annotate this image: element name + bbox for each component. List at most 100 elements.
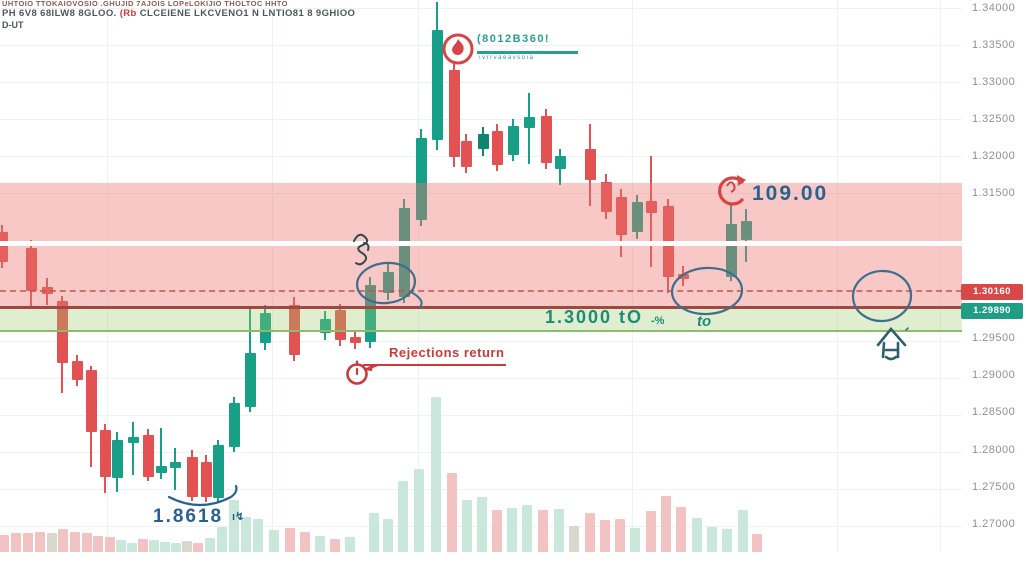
- y-axis-label: 1.32000: [972, 150, 1016, 162]
- candle-wick: [132, 422, 134, 475]
- volume-bar: [58, 529, 68, 552]
- volume-bar: [447, 473, 457, 552]
- volume-bar: [692, 518, 702, 552]
- volume-bar: [752, 534, 762, 552]
- v-gridline: [940, 0, 941, 552]
- candle-body: [128, 437, 139, 443]
- candle-body: [112, 440, 123, 478]
- y-axis-label: 1.29500: [972, 332, 1016, 344]
- volume-bar: [205, 538, 215, 552]
- ellipse-highlight-1: [355, 261, 423, 309]
- candle-body: [646, 201, 657, 213]
- volume-bar: [477, 497, 487, 552]
- volume-bar: [70, 532, 80, 552]
- zone-bottom-line: [0, 306, 962, 309]
- h-gridline: [0, 82, 962, 83]
- volume-bar: [138, 539, 148, 552]
- volume-bar: [492, 510, 502, 552]
- candle-body: [461, 141, 472, 167]
- candle-body: [726, 224, 737, 277]
- candle-body: [143, 435, 154, 477]
- volume-bar: [538, 510, 548, 552]
- volume-bar: [269, 530, 279, 552]
- dashed-resistance-line: [0, 290, 962, 292]
- volume-bar: [315, 536, 325, 552]
- low-price-label: 1.8618: [153, 506, 224, 527]
- volume-bar: [217, 527, 227, 552]
- volume-bar: [253, 519, 263, 552]
- candle-body: [601, 182, 612, 212]
- volume-bar: [82, 533, 92, 552]
- candle-body: [541, 116, 552, 163]
- candle-body: [320, 319, 331, 333]
- candle-body: [678, 274, 689, 279]
- volume-bar: [11, 533, 21, 552]
- candle-body: [478, 134, 489, 149]
- y-axis-label: 1.33000: [972, 76, 1016, 88]
- volume-bar: [35, 532, 45, 552]
- peak-annotation-label: (8012B360!: [477, 33, 551, 45]
- volume-bar: [630, 528, 640, 552]
- support-band-bottom-line: [0, 330, 962, 332]
- volume-bar: [285, 528, 295, 552]
- chart-title-line2: PH 6V8 68ILW8 8GLOO. (Rb CLCEIENE LKCVEN…: [2, 7, 356, 20]
- y-axis-label: 1.34000: [972, 2, 1016, 14]
- candle-wick: [528, 93, 530, 164]
- y-axis-label: 1.31500: [972, 187, 1016, 199]
- h-gridline: [0, 415, 962, 416]
- volume-bar: [722, 529, 732, 552]
- candle-body: [170, 462, 181, 468]
- volume-bar: [414, 469, 424, 552]
- volume-bar: [507, 508, 517, 552]
- h-gridline: [0, 119, 962, 120]
- candle-body: [365, 285, 376, 342]
- volume-bar: [676, 507, 686, 552]
- title-line2-red: (Rb: [119, 7, 137, 19]
- mid-zone-white-line: [0, 241, 962, 246]
- candle-body: [100, 430, 111, 477]
- y-axis-label: 1.33500: [972, 39, 1016, 51]
- scribble-doodle: [353, 233, 370, 266]
- rejections-label: Rejections return: [389, 345, 505, 360]
- volume-bar: [47, 533, 57, 552]
- candle-wick: [160, 428, 162, 479]
- h-gridline: [0, 452, 962, 453]
- h-gridline: [0, 45, 962, 46]
- y-axis-label: 1.32500: [972, 113, 1016, 125]
- volume-bar: [229, 500, 239, 552]
- candle-body: [245, 353, 256, 407]
- price-axis-tag: 1.29890: [961, 303, 1023, 319]
- candle-body: [555, 156, 566, 169]
- volume-bar: [127, 543, 137, 552]
- candle-body: [72, 361, 83, 380]
- volume-bar: [431, 397, 441, 552]
- volume-bar: [160, 542, 170, 552]
- price-axis-tag: 1.30160: [961, 284, 1023, 300]
- y-axis-label: 1.28000: [972, 444, 1016, 456]
- h-gridline: [0, 489, 962, 490]
- candle-body: [432, 30, 443, 140]
- volume-bar: [585, 513, 595, 552]
- y-axis-label: 1.27000: [972, 518, 1016, 530]
- candle-body: [187, 457, 198, 497]
- volume-bar: [369, 513, 379, 552]
- v-gridline: [272, 0, 273, 552]
- loop-arrow-icon: [718, 175, 746, 206]
- volume-bar: [93, 536, 103, 552]
- volume-bar: [23, 533, 33, 552]
- h-gridline: [0, 156, 962, 157]
- candle-body: [260, 313, 271, 343]
- volume-bar: [522, 505, 532, 552]
- volume-bar: [554, 509, 564, 552]
- low-arc-doodle: [167, 484, 238, 507]
- h-gridline: [0, 8, 962, 9]
- v-gridline: [632, 0, 633, 552]
- title-line2-post: CLCEIENE LKCVENO1 N LNTIO81 8 9GHIOO: [136, 7, 356, 19]
- candle-body: [492, 131, 503, 165]
- volume-bar: [182, 541, 192, 552]
- volume-bar: [105, 537, 115, 552]
